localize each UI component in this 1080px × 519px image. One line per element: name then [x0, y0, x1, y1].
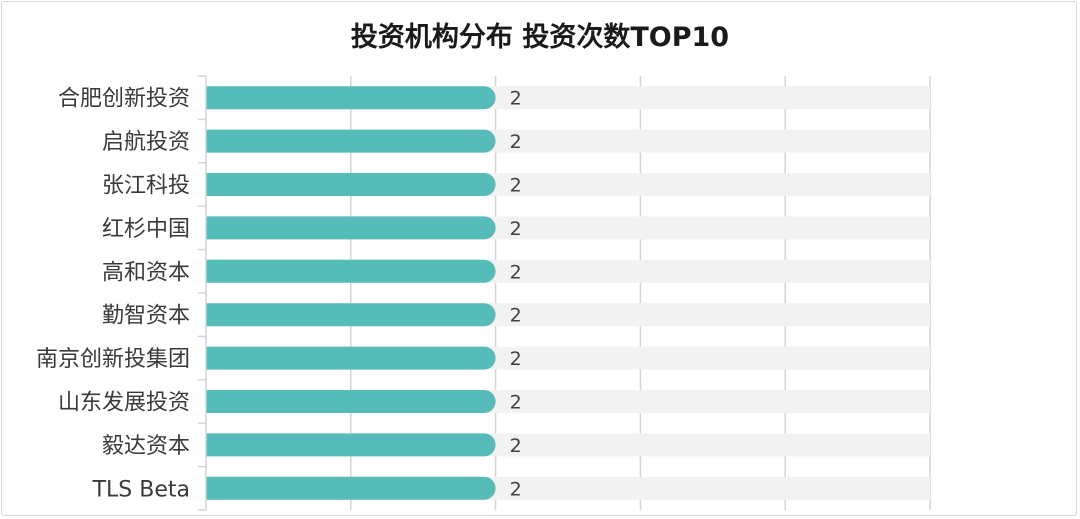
bar[interactable]: [206, 303, 496, 327]
value-label: 2: [510, 435, 522, 457]
bar[interactable]: [206, 173, 496, 196]
value-label: 2: [510, 88, 522, 110]
bar[interactable]: [206, 433, 496, 457]
value-label: 2: [510, 305, 522, 327]
category-label: 南京创新投集团: [36, 347, 190, 372]
category-label: 勤智资本: [102, 304, 190, 329]
category-label: 张江科投: [102, 174, 190, 199]
bar[interactable]: [206, 129, 496, 153]
bar[interactable]: [206, 86, 496, 110]
chart-title: 投资机构分布 投资次数TOP10: [351, 22, 729, 53]
bar[interactable]: [206, 476, 496, 500]
value-label: 2: [510, 478, 522, 500]
value-label: 2: [510, 218, 522, 240]
value-labels: 2 2 2 2 2 2 2 2 2 2: [510, 88, 522, 501]
category-labels: 合肥创新投资启航投资张江科投红杉中国高和资本勤智资本南京创新投集团山东发展投资毅…: [36, 87, 190, 503]
bar[interactable]: [206, 346, 496, 370]
category-label: 启航投资: [102, 130, 190, 155]
value-label: 2: [510, 348, 522, 370]
value-label: 2: [510, 392, 522, 414]
category-label: TLS Beta: [92, 477, 190, 502]
category-label: 高和资本: [102, 260, 190, 285]
bar[interactable]: [206, 216, 496, 240]
category-label: 合肥创新投资: [58, 87, 190, 112]
value-label: 2: [510, 175, 522, 197]
category-label: 红杉中国: [102, 217, 190, 242]
value-label: 2: [510, 131, 522, 153]
bar[interactable]: [206, 259, 496, 283]
bars: [206, 86, 496, 500]
category-label: 山东发展投资: [58, 391, 190, 416]
category-axis: [198, 75, 207, 511]
category-label: 毅达资本: [102, 434, 190, 459]
value-label: 2: [510, 261, 522, 283]
bar[interactable]: [206, 390, 496, 413]
